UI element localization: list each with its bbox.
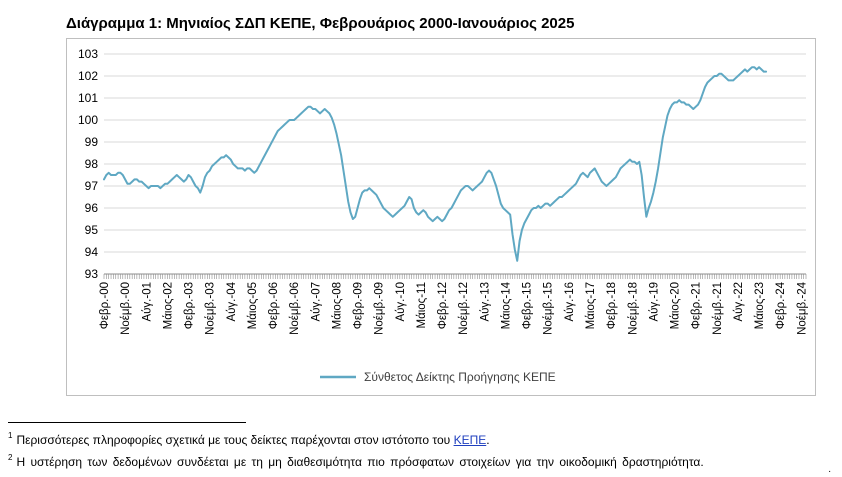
footnote-2-marker: 2	[8, 453, 13, 462]
x-tick-label: Αύγ.-01	[141, 282, 153, 322]
x-tick-label: Νοέμβ.-12	[458, 282, 470, 335]
series-line	[103, 66, 768, 262]
x-tick-label: Μάιος-14	[500, 281, 512, 329]
y-tick-label: 100	[78, 113, 98, 127]
legend-label: Σύνθετος Δείκτης Προήγησης ΚΕΠΕ	[364, 370, 556, 384]
x-tick-label: Νοέμβ.-24	[796, 281, 808, 334]
y-tick-label: 94	[85, 245, 99, 259]
x-tick-label: Φεβρ.-00	[99, 282, 111, 329]
x-tick-label: Αύγ.-16	[564, 282, 576, 322]
y-tick-label: 97	[85, 179, 99, 193]
x-tick-label: Μάιος-05	[247, 282, 259, 329]
chart-gridlines	[104, 53, 806, 275]
page-corner-mark: ·	[828, 466, 832, 477]
footnote-divider	[8, 422, 246, 423]
y-tick-label: 99	[85, 135, 99, 149]
y-tick-label: 102	[78, 69, 98, 83]
x-tick-label: Φεβρ.-06	[268, 282, 280, 329]
footnote-1-end: .	[486, 433, 490, 447]
x-tick-label: Φεβρ.-15	[522, 282, 534, 329]
footnote-1-marker: 1	[8, 431, 13, 440]
x-tick-label: Φεβρ.-21	[691, 282, 703, 329]
x-tick-label: Φεβρ.-24	[775, 281, 787, 329]
y-tick-label: 96	[85, 201, 99, 215]
x-tick-label: Νοέμβ.-21	[712, 282, 724, 335]
x-tick-label: Νοέμβ.-03	[205, 282, 217, 335]
x-tick-label: Αύγ.-04	[226, 281, 238, 321]
footnote-2-text: Η υστέρηση των δεδομένων συνδέεται με τη…	[16, 455, 704, 469]
chart-title: Διάγραμμα 1: Μηνιαίος ΣΔΠ ΚΕΠΕ, Φεβρουάρ…	[66, 15, 575, 32]
y-tick-label: 101	[78, 91, 98, 105]
y-tick-label: 98	[85, 157, 99, 171]
x-tick-label: Νοέμβ.-15	[543, 282, 555, 335]
x-tick-label: Μάιος-17	[585, 282, 597, 329]
y-tick-label: 93	[85, 267, 99, 281]
x-tick-label: Μάιος-02	[162, 282, 174, 329]
x-tick-label: Μάιος-08	[331, 282, 343, 329]
x-tick-label: Μάιος-23	[754, 282, 766, 329]
footnote-1-text: Περισσότερες πληροφορίες σχετικά με τους…	[16, 433, 454, 447]
chart-axes: 93 94 95 96 97 98 99 100 101 102 103 Φεβρ.-00 Νοέμβ.…	[78, 47, 808, 335]
x-tick-label: Νοέμβ.-00	[120, 282, 132, 335]
x-tick-label: Αύγ.-22	[733, 282, 745, 322]
y-tick-label: 95	[85, 223, 99, 237]
x-tick-label: Νοέμβ.-06	[289, 282, 301, 335]
x-tick-label: Φεβρ.-12	[437, 282, 449, 329]
footnote-1: 1 Περισσότερες πληροφορίες σχετικά με του…	[8, 431, 490, 447]
x-tick-label: Νοέμβ.-09	[374, 282, 386, 335]
x-tick-label: Φεβρ.-09	[353, 282, 365, 329]
x-tick-label: Μάιος-20	[670, 282, 682, 329]
chart-series	[103, 66, 768, 262]
line-chart: 93 94 95 96 97 98 99 100 101 102 103 Φεβρ.-00 Νοέμβ.…	[78, 47, 808, 384]
x-tick-label: Μάιος-11	[416, 282, 428, 329]
kepe-link[interactable]: ΚΕΠΕ	[453, 433, 487, 447]
x-tick-label: Αύγ.-13	[479, 282, 491, 322]
x-tick-label: Φεβρ.-03	[184, 282, 196, 329]
y-tick-label: 103	[78, 47, 98, 61]
x-tick-label: Νοέμβ.-18	[627, 282, 639, 335]
chart-legend: Σύνθετος Δείκτης Προήγησης ΚΕΠΕ	[320, 370, 556, 384]
x-tick-label: Αύγ.-19	[648, 282, 660, 322]
x-tick-label: Φεβρ.-18	[606, 282, 618, 329]
x-tick-label: Αύγ.-10	[395, 282, 407, 322]
x-tick-label: Αύγ.-07	[310, 282, 322, 322]
